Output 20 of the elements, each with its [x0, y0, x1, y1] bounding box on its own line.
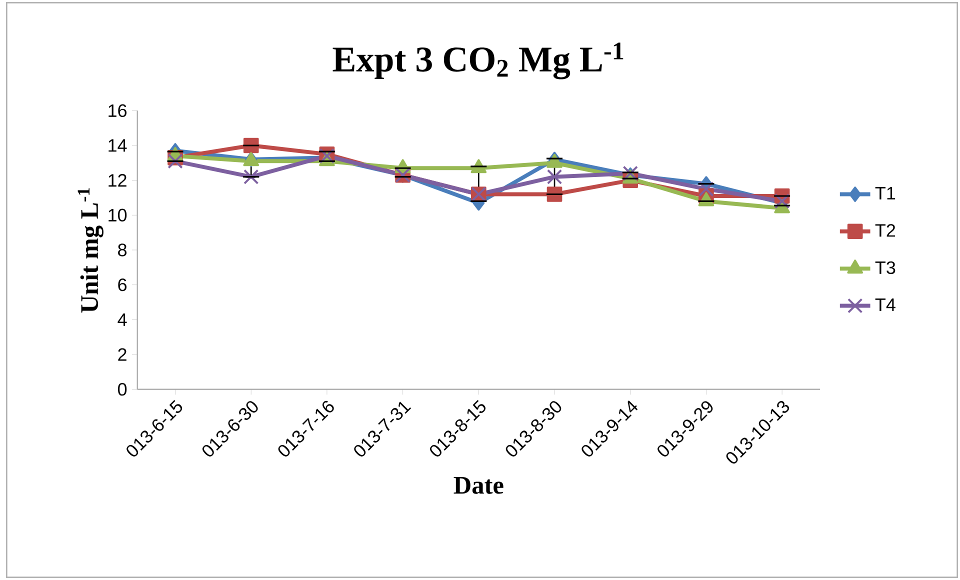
point [546, 169, 562, 184]
legend-label: T3 [875, 261, 896, 274]
point [168, 154, 183, 169]
y-tick-label: 6 [118, 278, 127, 292]
x-axis-title: Date [454, 476, 504, 494]
y-tick-label: 0 [118, 382, 127, 396]
point [698, 181, 714, 197]
y-tick-label: 14 [108, 139, 127, 152]
y-tick-label: 12 [108, 174, 126, 187]
legend-label: T2 [875, 224, 896, 237]
legend-label: T1 [875, 187, 896, 200]
y-axis-title: Unit mg L$^{-1}$ [78, 188, 104, 313]
y-tick-label: 10 [108, 208, 127, 222]
point [244, 169, 259, 184]
y-tick-label: 2 [118, 348, 126, 361]
y-tick-label: 16 [108, 104, 127, 118]
y-tick-label: 8 [118, 244, 127, 256]
legend-label: T4 [875, 298, 896, 311]
chart-title: Expt 3 CO$_{2}$ Mg L$^{-1}$ [332, 42, 624, 80]
y-tick-label: 4 [118, 313, 127, 326]
